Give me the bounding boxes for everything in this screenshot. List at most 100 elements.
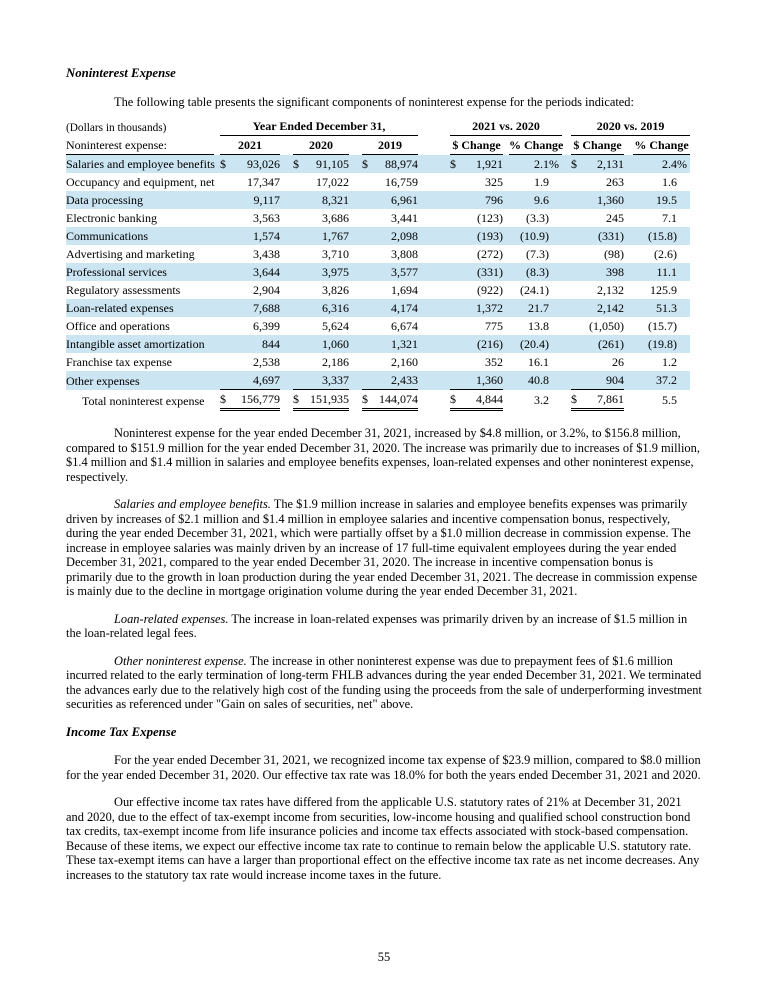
dollar-sign: $ [450,389,463,412]
dollar-sign [450,371,463,391]
percent-sign [677,335,690,353]
paragraph-lead: Salaries and employee benefits. [114,497,271,512]
spacer [418,136,450,155]
spacer [418,390,450,410]
value-2021: 7,688 [253,300,280,315]
spacer [349,155,362,174]
dollar-sign [220,263,233,281]
value-2020: 17,022 [316,174,349,189]
value-dollar-change-2: 1,360 [597,192,625,207]
dollar-sign: $ [293,389,306,412]
paragraph-text: Noninterest expense for the year ended D… [66,426,700,484]
spacer [624,136,633,155]
value-dollar-change-1: (216) [477,336,503,351]
value-dollar-change-2: 2,131 [597,156,625,171]
value-2019: 16,759 [385,174,418,189]
percent-sign [549,209,562,227]
expense-row: Data processing 9,117 8,321 6,961 796 9.6 1,36… [66,191,691,210]
column-header-dollar-change-2: $ Change [571,135,625,156]
spacer [280,281,293,299]
spacer [562,245,571,263]
spacer [280,390,293,410]
paragraph-text: The $1.9 million increase in salaries an… [66,497,698,599]
spacer [624,227,633,245]
total-row: Total noninterest expense $156,779 $151,93… [66,389,690,412]
column-header-dollar-change-1: $ Change [450,135,503,156]
spacer [280,245,293,263]
spacer [624,281,633,299]
spacer [280,371,293,390]
dollar-sign [220,173,233,191]
spacer [349,299,362,317]
value-percent-change-2: 2.4 [662,156,678,171]
spacer [562,371,571,390]
value-dollar-change-1: (193) [477,228,503,243]
value-dollar-change-2: (261) [598,336,625,351]
paragraph-text: The increase in other noninterest expens… [66,653,702,712]
value-dollar-change-1: (331) [477,264,503,279]
spacer [349,209,362,227]
spacer [349,245,362,263]
spacer [562,191,571,209]
value-percent-change-2: (15.8) [648,228,678,243]
expense-row: Franchise tax expense 2,538 2,186 2,160 352 1… [66,353,690,371]
value-2019: 3,441 [391,210,418,225]
spacer [418,299,450,317]
dollar-sign [362,245,375,263]
percent-sign [677,371,690,390]
expense-row: Loan-related expenses 7,688 6,316 4,174 1,37… [66,299,691,318]
spacer [349,317,362,335]
spacer [280,299,293,317]
expense-row: Office and operations 6,399 5,624 6,674 775 1… [66,317,690,335]
value-percent-change-2: (15.7) [648,318,678,333]
value-2021: 2,538 [253,354,280,369]
paragraph-other-noninterest: Other noninterest expense. The increase … [66,654,702,712]
spacer [562,263,571,281]
value-dollar-change-1: 1,372 [476,300,503,315]
percent-sign: % [549,156,559,171]
row-label: Loan-related expenses [66,301,174,316]
value-2021: 1,574 [253,228,280,243]
value-2019: 6,674 [391,318,418,333]
value-dollar-change-2: 263 [606,174,625,189]
spacer [280,173,293,191]
value-2021: 156,779 [233,389,280,412]
spacer [418,155,450,174]
value-percent-change-1: (8.3) [526,264,549,279]
expense-row: Other expenses 4,697 3,337 2,433 1,360 40.8 90… [66,371,691,391]
percent-sign [549,245,562,263]
dollar-sign [293,317,306,335]
spacer [418,317,450,335]
noninterest-expense-heading: Noninterest Expense [66,66,176,80]
dollar-sign [362,227,375,245]
dollar-sign [450,353,463,371]
dollar-sign [450,263,463,281]
table-group-header-row: (Dollars in thousands) Year Ended Decemb… [66,117,691,137]
dollar-sign [571,281,584,299]
percent-sign [549,390,562,410]
value-2019: 2,160 [391,354,418,369]
value-percent-change-2: 51.3 [656,300,678,315]
dollar-sign: $ [362,389,375,412]
value-2019: 144,074 [375,389,418,412]
spacer [624,335,633,353]
value-percent-change-1: 2.1 [534,156,549,171]
dollar-sign [220,353,233,371]
value-percent-change-2: (2.6) [654,246,678,261]
spacer [280,335,293,353]
value-dollar-change-2: 398 [606,264,625,279]
dollar-sign [571,227,584,245]
dollar-sign [220,281,233,299]
spacer [562,390,571,410]
dollar-sign [571,209,584,227]
value-dollar-change-2: 245 [606,210,625,225]
income-tax-expense-heading: Income Tax Expense [66,724,177,739]
spacer [349,371,362,390]
expense-table-body: Salaries and employee benefits $93,026 $91… [66,154,691,412]
vs-2021-2020-group-header: 2021 vs. 2020 [450,117,563,137]
dollar-sign [293,173,306,191]
row-label: Professional services [66,265,167,280]
dollar-sign: $ [293,156,299,171]
value-2020: 2,186 [322,354,349,369]
dollar-sign [293,371,306,391]
